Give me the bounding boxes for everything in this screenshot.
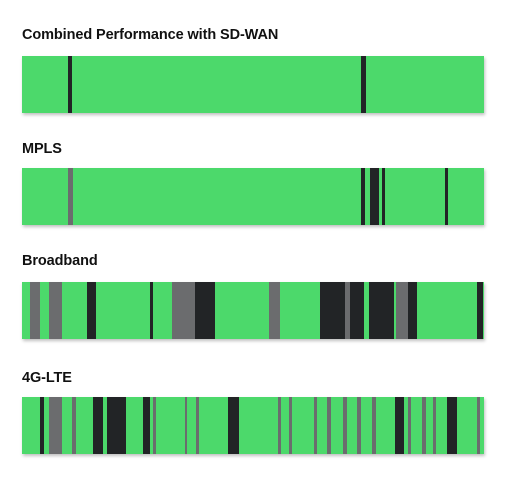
outage-segment-down [227,397,239,454]
outage-segment-degraded [196,397,200,454]
outage-segment-down [382,168,386,225]
timeline-bar-mpls [22,168,484,225]
outage-segment-degraded [48,282,63,339]
outage-segment-degraded [185,397,188,454]
outage-segment-degraded [372,397,377,454]
outage-segment-down [195,282,216,339]
outage-segment-degraded [477,397,480,454]
timeline-section-mpls: MPLS [22,140,62,158]
outage-segment-degraded [407,397,412,454]
timeline-title: 4G-LTE [22,370,72,386]
outage-segment-degraded [48,397,63,454]
outage-segment-degraded [152,397,156,454]
outage-segment-down [445,168,449,225]
outage-segment-down [368,282,394,339]
outage-segment-down [93,397,103,454]
outage-segment-degraded [29,282,40,339]
timeline-bar-sdwan [22,56,484,113]
outage-segment-degraded [344,282,351,339]
outage-segment-down [395,397,404,454]
timeline-section-lte: 4G-LTE [22,369,72,387]
outage-segment-down [477,282,484,339]
outage-segment-down [67,56,72,113]
timeline-title: Broadband [22,253,98,269]
outage-segment-degraded [396,282,401,339]
outage-segment-down [407,282,417,339]
outage-segment-down [361,168,365,225]
outage-segment-down [86,282,96,339]
outage-segment-down [40,397,44,454]
outage-segment-down [447,397,457,454]
outage-segment-degraded [288,397,293,454]
outage-segment-degraded [432,397,437,454]
timeline-section-broadband: Broadband [22,252,98,270]
outage-segment-degraded [422,397,426,454]
outage-segment-down [149,282,154,339]
outage-segment-degraded [356,397,361,454]
outage-segment-degraded [400,282,408,339]
outage-segment-degraded [313,397,317,454]
outage-segment-degraded [67,168,74,225]
outage-segment-down [361,56,367,113]
timeline-bar-broadband [22,282,484,339]
outage-segment-degraded [172,282,196,339]
outage-segment-down [319,282,345,339]
outage-segment-down [107,397,126,454]
outage-segment-degraded [269,282,280,339]
timeline-title: MPLS [22,141,62,157]
timeline-title: Combined Performance with SD-WAN [22,27,279,43]
timeline-bar-lte [22,397,484,454]
outage-segment-degraded [71,397,76,454]
timeline-section-sdwan: Combined Performance with SD-WAN [22,26,278,44]
outage-segment-degraded [326,397,332,454]
outage-segment-down [369,168,380,225]
outage-segment-down [350,282,364,339]
outage-segment-down [143,397,151,454]
outage-segment-degraded [277,397,281,454]
outage-segment-degraded [343,397,347,454]
